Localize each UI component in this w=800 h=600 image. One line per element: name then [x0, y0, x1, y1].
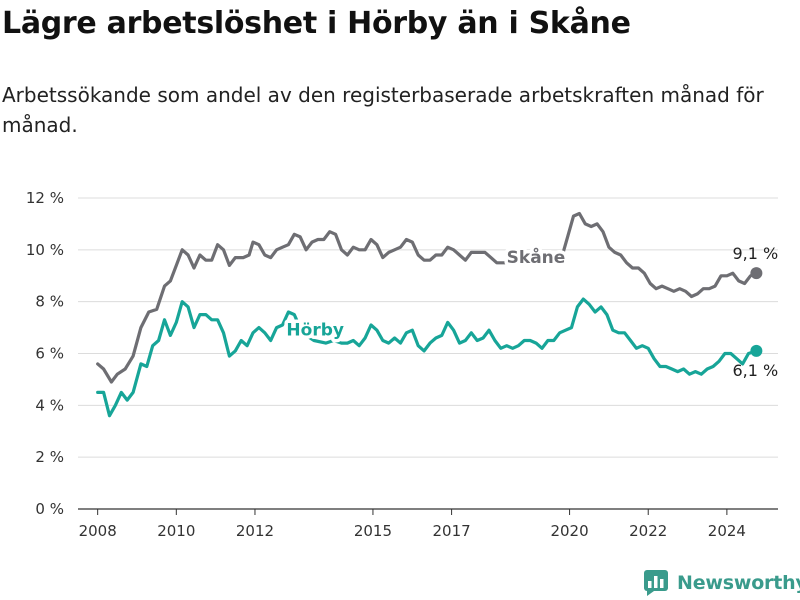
x-axis-ticks: 2008 2010 2012 2015 2017 2020 2022 2024: [79, 509, 746, 540]
brand: Newsworthy: [644, 570, 800, 596]
series-lines: [96, 211, 763, 418]
y-tick-label: 6 %: [35, 345, 64, 363]
y-tick-label: 12 %: [26, 189, 64, 207]
y-tick-label: 10 %: [26, 241, 64, 259]
x-tick-label: 2008: [79, 522, 117, 540]
series-name-halo: Skåne: [507, 246, 566, 268]
x-tick-label: 2024: [708, 522, 746, 540]
grid-lines: [78, 197, 778, 510]
end-point-h-rby: [750, 344, 763, 357]
series-line-sk-ne: [96, 211, 758, 384]
series-name-label: Skåne: [507, 246, 566, 268]
x-tick-label: 2015: [354, 522, 392, 540]
x-tick-label: 2022: [629, 522, 667, 540]
series-name-label: Hörby: [286, 320, 344, 340]
y-tick-label: 8 %: [35, 293, 64, 311]
bar-chart-logo-icon: [644, 570, 668, 596]
brand-name: Newsworthy: [677, 572, 800, 594]
end-value-label: 9,1 %: [733, 244, 779, 263]
y-tick-label: 4 %: [35, 396, 64, 414]
y-tick-label: 0 %: [35, 500, 64, 518]
x-tick-label: 2010: [157, 522, 195, 540]
series-line-h-rby: [96, 297, 758, 418]
y-tick-label: 2 %: [35, 448, 64, 466]
x-tick-label: 2017: [433, 522, 471, 540]
x-tick-label: 2020: [550, 522, 588, 540]
x-tick-label: 2012: [236, 522, 274, 540]
page-title: Lägre arbetslöshet i Hörby än i Skåne: [2, 6, 631, 41]
series-name-halo: Hörby: [286, 320, 344, 340]
end-value-label: 6,1 %: [733, 361, 779, 380]
end-point-sk-ne: [750, 267, 763, 280]
y-axis-ticks: 0 % 2 % 4 % 6 % 8 % 10 % 12 %: [26, 189, 64, 518]
chart-subtitle: Arbetssökande som andel av den registerb…: [2, 83, 764, 137]
